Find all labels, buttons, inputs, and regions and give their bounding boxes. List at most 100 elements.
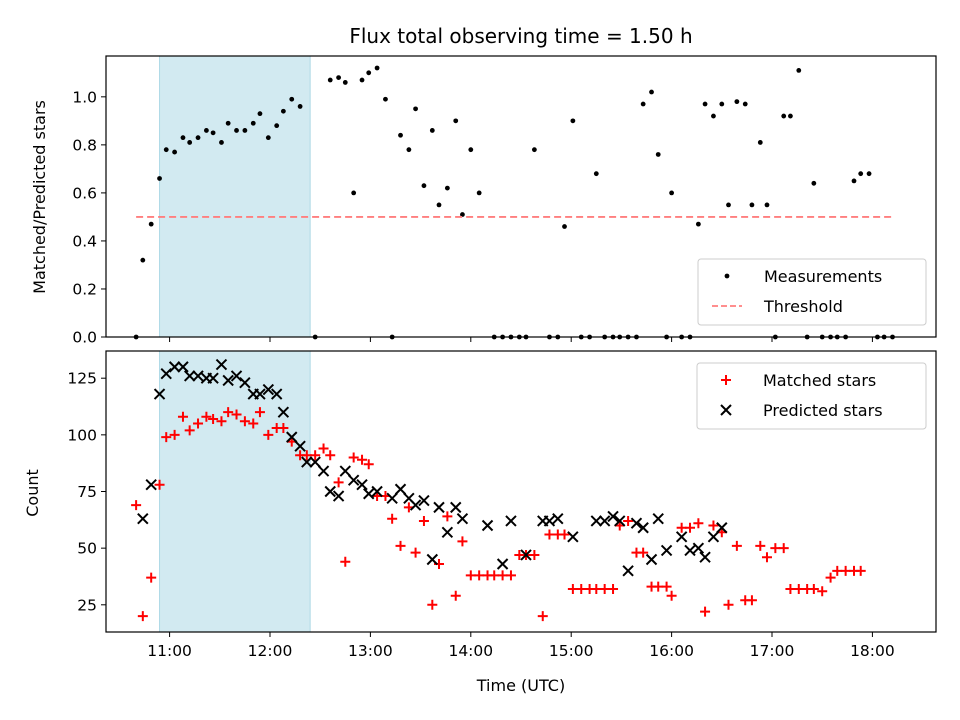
matched-star-point — [785, 583, 796, 594]
predicted-star-point — [645, 553, 658, 566]
measurement-point — [711, 113, 716, 119]
ratio-series-1 — [133, 65, 895, 340]
ratio-legend: Measurements Threshold — [697, 258, 927, 326]
count-y-axis-label: Count — [23, 469, 42, 517]
predicted-star-point — [145, 478, 157, 491]
measurement-point — [234, 128, 239, 133]
measurement-point — [140, 257, 146, 263]
measurement-point — [593, 171, 599, 177]
measurement-point — [195, 135, 201, 141]
matched-star-point — [817, 586, 828, 597]
measurement-point — [180, 135, 186, 141]
measurement-point — [460, 212, 465, 217]
measurement-point — [453, 118, 459, 124]
matched-star-point — [231, 409, 242, 420]
matched-star-point — [248, 418, 259, 429]
predicted-star-point — [239, 377, 251, 389]
matched-star-point — [239, 416, 250, 427]
matched-star-point — [318, 443, 329, 454]
predicted-star-point — [286, 431, 298, 443]
measurement-point — [383, 96, 388, 102]
matched-star-point — [808, 583, 819, 594]
measurement-point — [359, 77, 365, 83]
matched-star-point — [201, 411, 212, 422]
predicted-star-point — [153, 388, 166, 400]
matched-star-point — [278, 423, 289, 434]
matched-star-point — [544, 529, 555, 540]
ratio-y-tick-label: 0.0 — [72, 329, 97, 347]
count-legend: Matched stars Predicted stars — [696, 362, 927, 430]
matched-star-point — [676, 522, 687, 533]
matched-star-point — [855, 565, 866, 576]
matched-star-point — [333, 477, 344, 488]
x-tick-label: 17:00 — [750, 642, 795, 660]
matched-star-point — [254, 407, 265, 418]
measurement-point — [796, 68, 802, 73]
count-y-tick-label: 25 — [77, 596, 97, 614]
matched-star-point — [661, 581, 672, 592]
matched-star-point — [193, 418, 204, 429]
measurement-point — [531, 147, 537, 153]
predicted-star-point — [301, 456, 313, 468]
predicted-star-point — [598, 515, 611, 527]
legend-cross-marker — [720, 404, 732, 416]
legend-dot-marker — [724, 273, 730, 279]
matched-star-point — [457, 536, 468, 547]
matched-star-point — [591, 583, 602, 594]
predicted-star-point — [637, 522, 649, 534]
predicted-star-point — [168, 361, 181, 373]
predicted-star-point — [339, 465, 352, 477]
matched-star-point — [505, 570, 516, 581]
matched-star-point — [489, 570, 500, 581]
matched-star-point — [161, 432, 172, 443]
panel-ratio: Matched/Predicted stars 0.0 0.2 0.4 0.6 0.8 1… — [30, 55, 937, 347]
predicted-star-point — [215, 358, 228, 371]
predicted-star-point — [177, 361, 189, 373]
count-y-tick-label: 50 — [77, 540, 97, 558]
legend-plus-marker — [721, 375, 731, 385]
predicted-star-point — [607, 510, 619, 523]
matched-star-point — [427, 599, 438, 610]
measurement-point — [570, 118, 576, 124]
measurement-point — [163, 147, 169, 153]
predicted-star-point — [324, 485, 336, 498]
ratio-y-tick-label: 1.0 — [72, 88, 97, 106]
count-series-1 — [131, 407, 866, 622]
measurement-point — [280, 108, 286, 114]
measurement-point — [225, 120, 231, 126]
predicted-star-point — [707, 531, 720, 543]
predicted-star-point — [441, 526, 454, 538]
measurement-point — [742, 101, 748, 107]
matched-star-point — [700, 606, 711, 617]
matched-star-point — [208, 413, 219, 424]
ratio-y-tick-label: 0.6 — [72, 184, 97, 202]
predicted-star-point — [450, 501, 462, 514]
predicted-star-point — [652, 512, 664, 525]
matched-star-point — [770, 543, 781, 554]
x-axis-label: Time (UTC) — [476, 676, 565, 695]
measurement-point — [562, 224, 567, 229]
ratio-y-tick-label: 0.8 — [72, 136, 97, 154]
matched-star-point — [761, 552, 772, 563]
predicted-star-point — [418, 494, 430, 507]
measurement-point — [250, 120, 256, 126]
predicted-star-point — [567, 531, 579, 543]
predicted-star-point — [254, 388, 266, 400]
predicted-star-point — [692, 542, 705, 554]
matched-star-point — [832, 565, 843, 576]
matched-star-point — [793, 583, 804, 594]
measurement-point — [811, 180, 817, 186]
predicted-star-point — [262, 383, 275, 396]
measurement-point — [655, 152, 661, 157]
x-tick-label: 12:00 — [248, 642, 293, 660]
ratio-legend-box — [697, 258, 927, 326]
matched-star-point — [653, 581, 664, 592]
matched-star-point — [387, 513, 398, 524]
matched-star-point — [685, 522, 696, 533]
predicted-star-point — [622, 565, 634, 577]
matched-star-point — [363, 459, 374, 470]
matched-star-point — [693, 518, 704, 529]
legend-label: Predicted stars — [763, 401, 883, 420]
predicted-star-point — [684, 544, 696, 557]
predicted-star-point — [660, 544, 673, 557]
